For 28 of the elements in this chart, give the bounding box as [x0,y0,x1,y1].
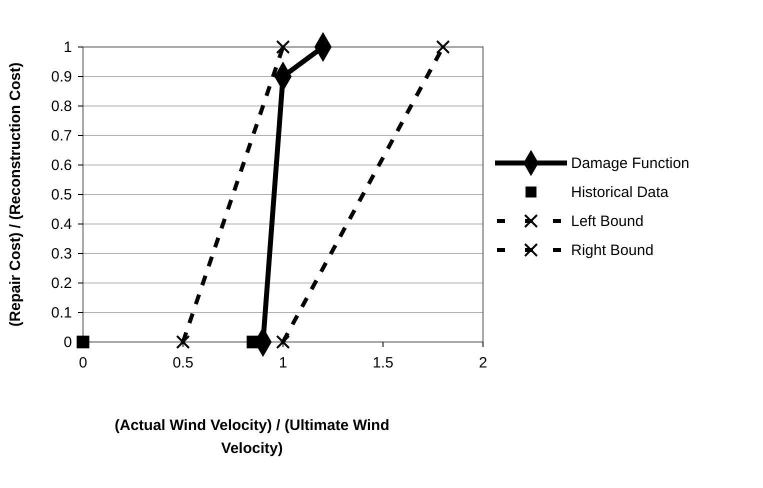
point [436,40,450,54]
y-tick-label: 0.1 [51,304,72,322]
legend-label: Right Bound [571,242,654,259]
y-tick-label: 0.6 [51,156,72,174]
y-tick-label: 0 [64,334,72,351]
y-tick-label: 0.3 [51,245,72,262]
point [76,336,90,348]
x-axis-title: (Actual Wind Velocity) / (Ultimate Wind Velocity) [114,417,390,457]
y-tick-label: 0.9 [51,68,72,86]
legend-label: Left Bound [571,213,644,230]
y-tick-label: 0.5 [51,186,72,204]
y-tick-label: 0.7 [51,127,72,144]
point [276,40,290,54]
y-tick-label: 0.2 [51,274,72,292]
x-tick-label: 0.5 [172,354,194,372]
legend-label: Historical Data [571,184,670,201]
x-tick-label: 1 [278,354,288,372]
point [246,336,260,348]
x-tick-label: 2 [478,354,488,372]
x-tick-label: 0 [78,354,88,372]
point [176,335,190,349]
point [276,335,290,349]
x-tick-label: 1.5 [372,354,394,372]
legend-label: Damage Function [571,155,690,172]
y-tick-label: 1 [64,38,72,56]
y-tick-label: 0.8 [51,98,72,115]
y-axis-title: (Repair Cost) / (Reconstruction Cost) [7,62,24,327]
y-tick-label: 0.4 [51,216,72,233]
